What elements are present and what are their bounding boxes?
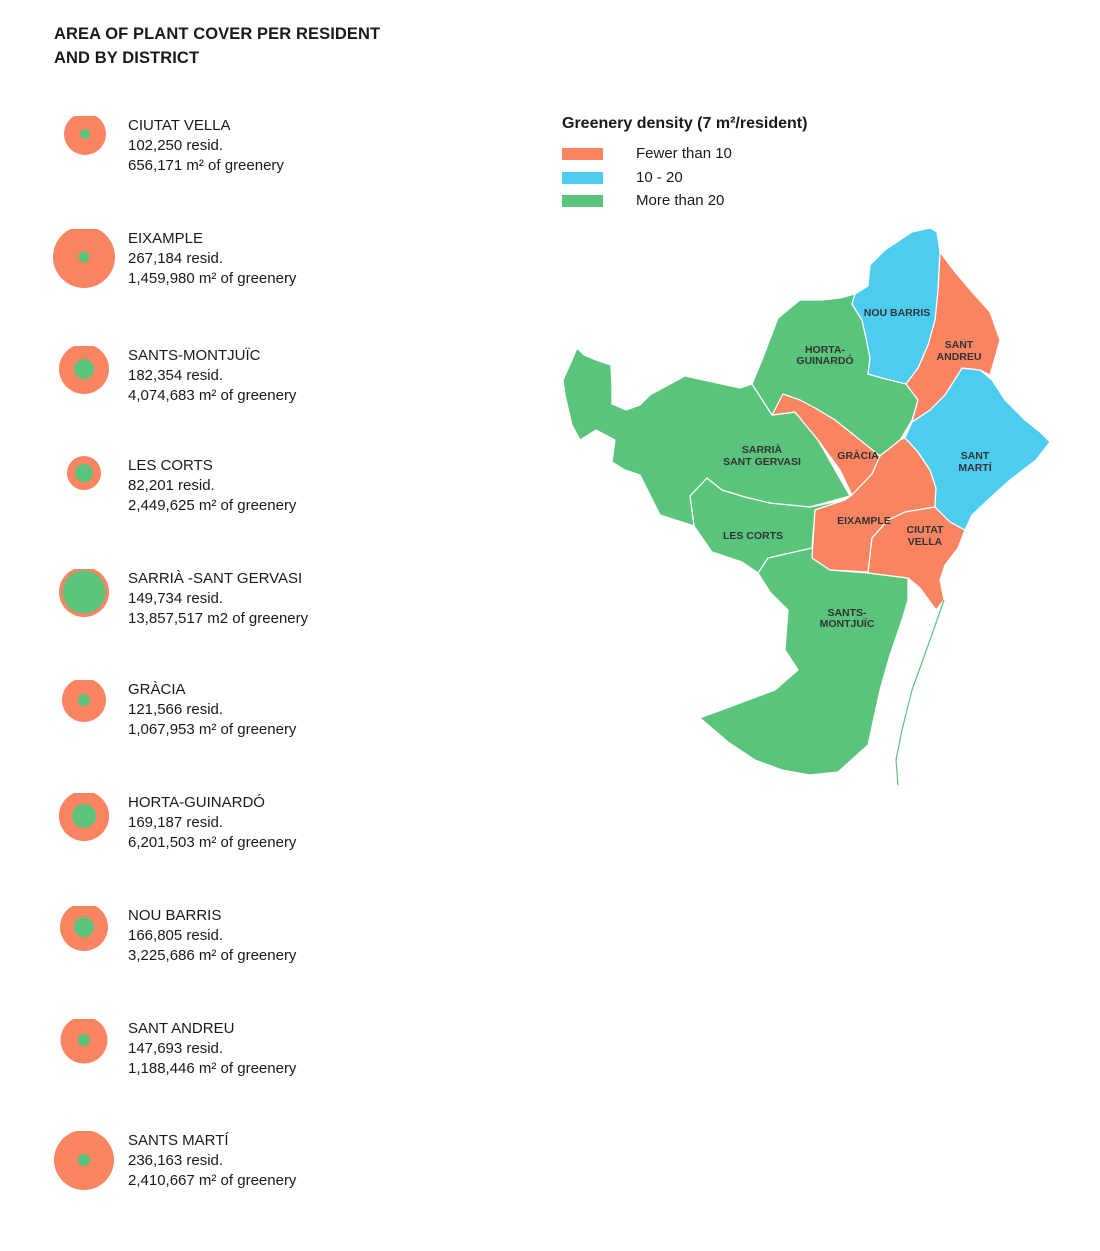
map-label-sant-andreu-1: SANT: [945, 339, 974, 351]
district-residents: 169,187 resid.: [128, 813, 224, 831]
region-sants-montjuic: [699, 546, 909, 776]
legend-label: 10 - 20: [636, 168, 683, 186]
district-nou-barris: NOU BARRIS 166,805 resid. 3,225,686 m² o…: [0, 906, 480, 1006]
legend-swatch-green: [562, 195, 603, 207]
district-greenery: 13,857,517 m2 of greenery: [128, 609, 309, 627]
map-label-les-corts: LES CORTS: [723, 530, 783, 542]
district-greenery: 3,225,686 m² of greenery: [128, 946, 297, 964]
map-label-sant-marti-2: MARTÍ: [958, 461, 992, 474]
district-name: CIUTAT VELLA: [128, 117, 231, 134]
district-horta-guinardo: HORTA-GUINARDÓ 169,187 resid. 6,201,503 …: [0, 793, 480, 893]
district-residents: 147,693 resid.: [128, 1039, 224, 1057]
district-les-corts: LES CORTS 82,201 resid. 2,449,625 m² of …: [0, 456, 480, 556]
legend-item-10-20: 10 - 20: [562, 169, 902, 193]
map-label-horta-1: HORTA-: [805, 344, 846, 356]
district-name: SANT ANDREU: [128, 1020, 235, 1037]
district-name: SARRIÀ -SANT GERVASI: [128, 570, 303, 587]
district-residents: 182,354 resid.: [128, 366, 224, 384]
map-label-sants-montjuic-1: SANTS-: [827, 607, 867, 619]
map-label-sants-montjuic-2: MONTJUÏC: [820, 617, 875, 630]
district-residents: 121,566 resid.: [128, 700, 224, 718]
district-residents: 166,805 resid.: [128, 926, 224, 944]
legend-swatch-blue: [562, 171, 603, 184]
legend-label: More than 20: [636, 192, 725, 209]
district-ciutat-vella: CIUTAT VELLA 102,250 resid. 656,171 m² o…: [0, 116, 480, 216]
district-bubble: [62, 680, 106, 722]
district-greenery: 1,067,953 m² of greenery: [128, 720, 297, 738]
district-greenery: 2,410,667 m² of greenery: [128, 1171, 297, 1189]
district-name: EIXAMPLE: [128, 230, 204, 247]
district-residents: 102,250 resid.: [128, 136, 224, 154]
district-bubble: [59, 569, 109, 617]
district-greenery: 4,074,683 m² of greenery: [128, 386, 297, 404]
greenery-circle: [78, 694, 90, 706]
region-sarria-sant-gervasi: [562, 347, 851, 527]
district-greenery: 1,459,980 m² of greenery: [128, 269, 297, 287]
district-gracia: GRÀCIA 121,566 resid. 1,067,953 m² of gr…: [0, 680, 480, 780]
district-eixample: EIXAMPLE 267,184 resid. 1,459,980 m² of …: [0, 229, 480, 329]
district-name: HORTA-GUINARDÓ: [128, 794, 265, 811]
district-greenery: 2,449,625 m² of greenery: [128, 496, 297, 514]
coast-line: [895, 599, 945, 786]
greenery-circle: [72, 804, 96, 828]
district-name: SANTS-MONTJUÏC: [128, 347, 261, 364]
title-line-1: AREA OF PLANT COVER PER RESIDENT: [54, 25, 381, 43]
district-residents: 82,201 resid.: [128, 476, 215, 494]
district-name: LES CORTS: [128, 457, 213, 474]
district-greenery: 6,201,503 m² of greenery: [128, 833, 297, 851]
district-greenery: 1,188,446 m² of greenery: [128, 1059, 297, 1077]
legend-item-more-than-20: More than 20: [562, 192, 902, 216]
district-sant-andreu: SANT ANDREU 147,693 resid. 1,188,446 m² …: [0, 1019, 480, 1119]
legend-swatch-orange: [562, 148, 603, 160]
district-residents: 149,734 resid.: [128, 589, 224, 607]
district-bubble: [54, 1131, 114, 1190]
district-bubble: [64, 116, 106, 155]
map-district-labels: NOU BARRIS SANT ANDREU HORTA- GUINARDÓ S…: [723, 307, 993, 630]
district-greenery: 656,171 m² of greenery: [128, 156, 284, 174]
map-label-gracia: GRÀCIA: [837, 449, 879, 462]
greenery-circle: [74, 359, 94, 379]
map-legend: Greenery density (7 m²/resident) Fewer t…: [562, 115, 902, 216]
legend-title: Greenery density (7 m²/resident): [562, 115, 808, 132]
district-name: GRÀCIA: [128, 681, 186, 698]
title-line-2: AND BY DISTRICT: [54, 49, 200, 67]
district-name: NOU BARRIS: [128, 907, 222, 924]
map-label-ciutat-vella-2: VELLA: [908, 536, 943, 548]
district-map: NOU BARRIS SANT ANDREU HORTA- GUINARDÓ S…: [562, 227, 1051, 786]
greenery-circle: [75, 464, 93, 482]
district-bubble: [59, 793, 109, 841]
district-sants-marti: SANTS MARTÍ 236,163 resid. 2,410,667 m² …: [0, 1131, 480, 1231]
district-bubble: [60, 906, 108, 951]
map-label-eixample: EIXAMPLE: [837, 515, 891, 527]
map-label-ciutat-vella-1: CIUTAT: [907, 524, 945, 536]
page-title: AREA OF PLANT COVER PER RESIDENT AND BY …: [54, 22, 434, 70]
greenery-circle: [80, 129, 90, 139]
region-sant-marti: [904, 367, 1051, 531]
map-label-nou-barris: NOU BARRIS: [864, 307, 931, 319]
district-residents: 267,184 resid.: [128, 249, 224, 267]
greenery-circle: [78, 1154, 90, 1166]
legend-label: Fewer than 10: [636, 145, 732, 162]
greenery-circle: [78, 251, 90, 263]
district-bubble: [59, 346, 109, 394]
map-label-sarria-2: SANT GERVASI: [723, 456, 801, 468]
district-bubble: [67, 456, 101, 490]
district-sants-montjuic: SANTS-MONTJUÏC 182,354 resid. 4,074,683 …: [0, 346, 480, 446]
district-sarria-sant-gervasi: SARRIÀ -SANT GERVASI 149,734 resid. 13,8…: [0, 569, 480, 669]
map-label-horta-2: GUINARDÓ: [796, 354, 853, 367]
greenery-circle: [74, 917, 94, 937]
district-bubble: [53, 229, 115, 288]
legend-item-fewer-than-10: Fewer than 10: [562, 145, 902, 169]
map-label-sant-marti-1: SANT: [961, 450, 990, 462]
greenery-circle: [78, 1034, 90, 1046]
greenery-circle: [62, 570, 106, 614]
map-label-sarria-1: SARRIÀ: [742, 443, 783, 456]
district-bubble: [60, 1019, 108, 1064]
district-name: SANTS MARTÍ: [128, 1132, 229, 1149]
region-nou-barris: [851, 227, 941, 385]
map-label-sant-andreu-2: ANDREU: [937, 351, 982, 363]
district-residents: 236,163 resid.: [128, 1151, 224, 1169]
